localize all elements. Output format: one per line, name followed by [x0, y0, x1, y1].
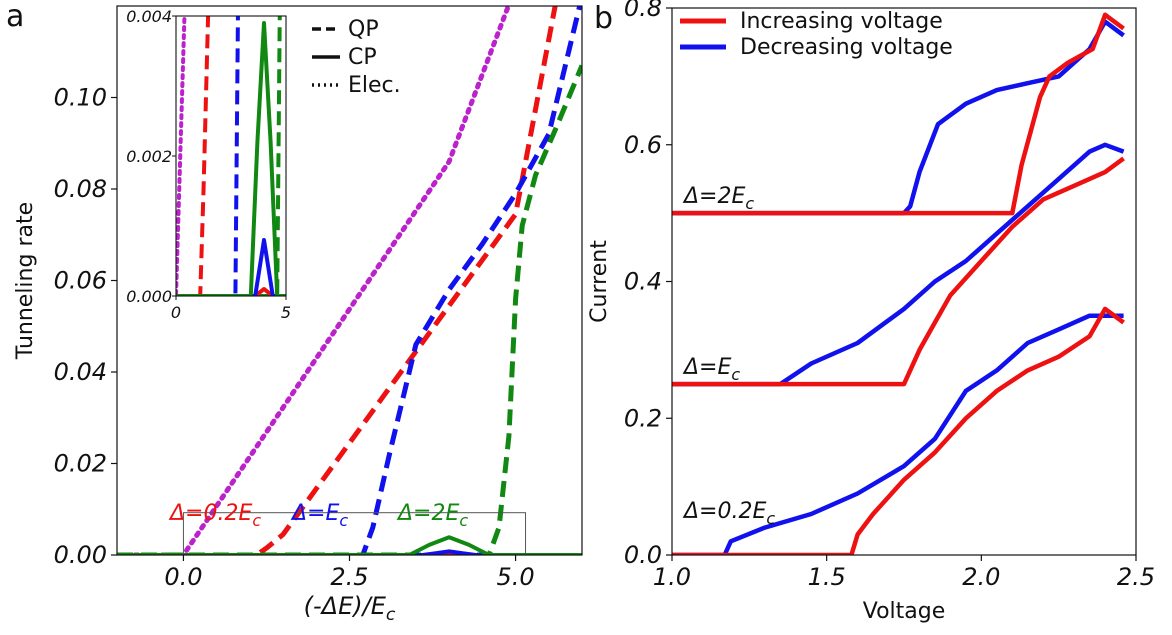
axes-frame [671, 7, 1137, 556]
y-tick-label: 0.00 [54, 541, 107, 569]
series-line-0 [117, 6, 512, 555]
legend-label: Decreasing voltage [740, 35, 953, 60]
x-tick-label: 1.0 [653, 563, 691, 591]
panel-label: b [594, 1, 613, 36]
x-tick-label: 5.0 [496, 563, 534, 591]
x-axis-label: (-ΔE)/Ec [304, 592, 396, 625]
y-tick-label: 0.6 [624, 131, 662, 159]
series-line-5 [117, 549, 582, 555]
y-tick-label: 0.06 [54, 267, 107, 295]
series-group [672, 12, 1125, 555]
legend-label: QP [348, 17, 379, 42]
y-tick-label: 0.02 [54, 450, 107, 478]
series-line-3 [672, 156, 1125, 387]
inset-series-line-5 [176, 238, 286, 296]
y-tick-label: 0.0 [624, 541, 662, 569]
x-tick-label: 2.0 [962, 563, 1000, 591]
inset-y-tick-label: 0.004 [126, 7, 172, 26]
inset-series-group [176, 16, 286, 296]
series-line-2 [117, 6, 582, 555]
y-tick-label: 0.4 [624, 268, 662, 296]
legend-label: CP [348, 45, 377, 70]
annotation-label: Δ=0.2Ec [168, 501, 261, 530]
x-tick-label: 2.5 [1117, 563, 1155, 591]
series-line-1 [672, 12, 1125, 216]
x-tick-label: 1.5 [808, 563, 846, 591]
y-tick-label: 0.08 [54, 175, 107, 203]
chart-b: 1.0 1.5 2.0 2.5 0.0 0.2 0.4 0.6 0.8 Voltage Curren… [587, 0, 1155, 624]
y-axis-label: Tunneling rate [13, 202, 38, 360]
y-axis-label: Current [587, 240, 612, 323]
inset-series-line-4 [176, 287, 286, 296]
legend-label: Increasing voltage [740, 9, 943, 34]
series-line-6 [117, 535, 582, 555]
y-tick-label: 0.2 [624, 404, 662, 432]
series-line-1 [117, 6, 558, 555]
inset-series-line-3 [176, 16, 282, 296]
x-tick-label: 2.5 [330, 563, 368, 591]
x-axis-label: Voltage [863, 599, 946, 624]
y-tick-label: 0.8 [624, 0, 662, 22]
chart-a: 0.0 2.5 5.0 0.00 0.02 0.04 0.06 0.08 0.10 (-ΔE)/E… [6, 0, 583, 625]
inset-series-line-2 [176, 16, 240, 296]
annotation-label: Δ=Ec [290, 501, 348, 530]
x-tick-label: 0.0 [164, 563, 202, 591]
annotation-label: Δ=0.2Ec [682, 499, 775, 528]
series-line-3 [117, 64, 582, 555]
y-tick-label: 0.10 [54, 84, 107, 112]
panel-label: a [6, 0, 24, 34]
inset-x-tick-label: 5 [281, 303, 291, 322]
annotation-label: Δ=2Ec [682, 184, 754, 213]
inset-y-tick-label: 0.002 [126, 147, 172, 166]
annotation-label: Δ=Ec [682, 355, 740, 384]
series-group [117, 6, 582, 555]
y-tick-label: 0.04 [54, 358, 107, 386]
inset-series-line-6 [176, 21, 286, 296]
legend-label: Elec. [348, 73, 401, 98]
series-line-2 [672, 142, 1125, 387]
inset-chart: 0.000 0.002 0.004 0 5 [126, 7, 291, 322]
inset-x-tick-label: 0 [171, 303, 181, 322]
inset-series-line-0 [176, 16, 187, 296]
legend: QP CP Elec. [312, 17, 401, 98]
series-line-5 [672, 306, 1125, 555]
annotation-label: Δ=2Ec [396, 501, 468, 530]
inset-y-tick-label: 0.000 [126, 287, 172, 306]
series-line-4 [672, 313, 1124, 555]
